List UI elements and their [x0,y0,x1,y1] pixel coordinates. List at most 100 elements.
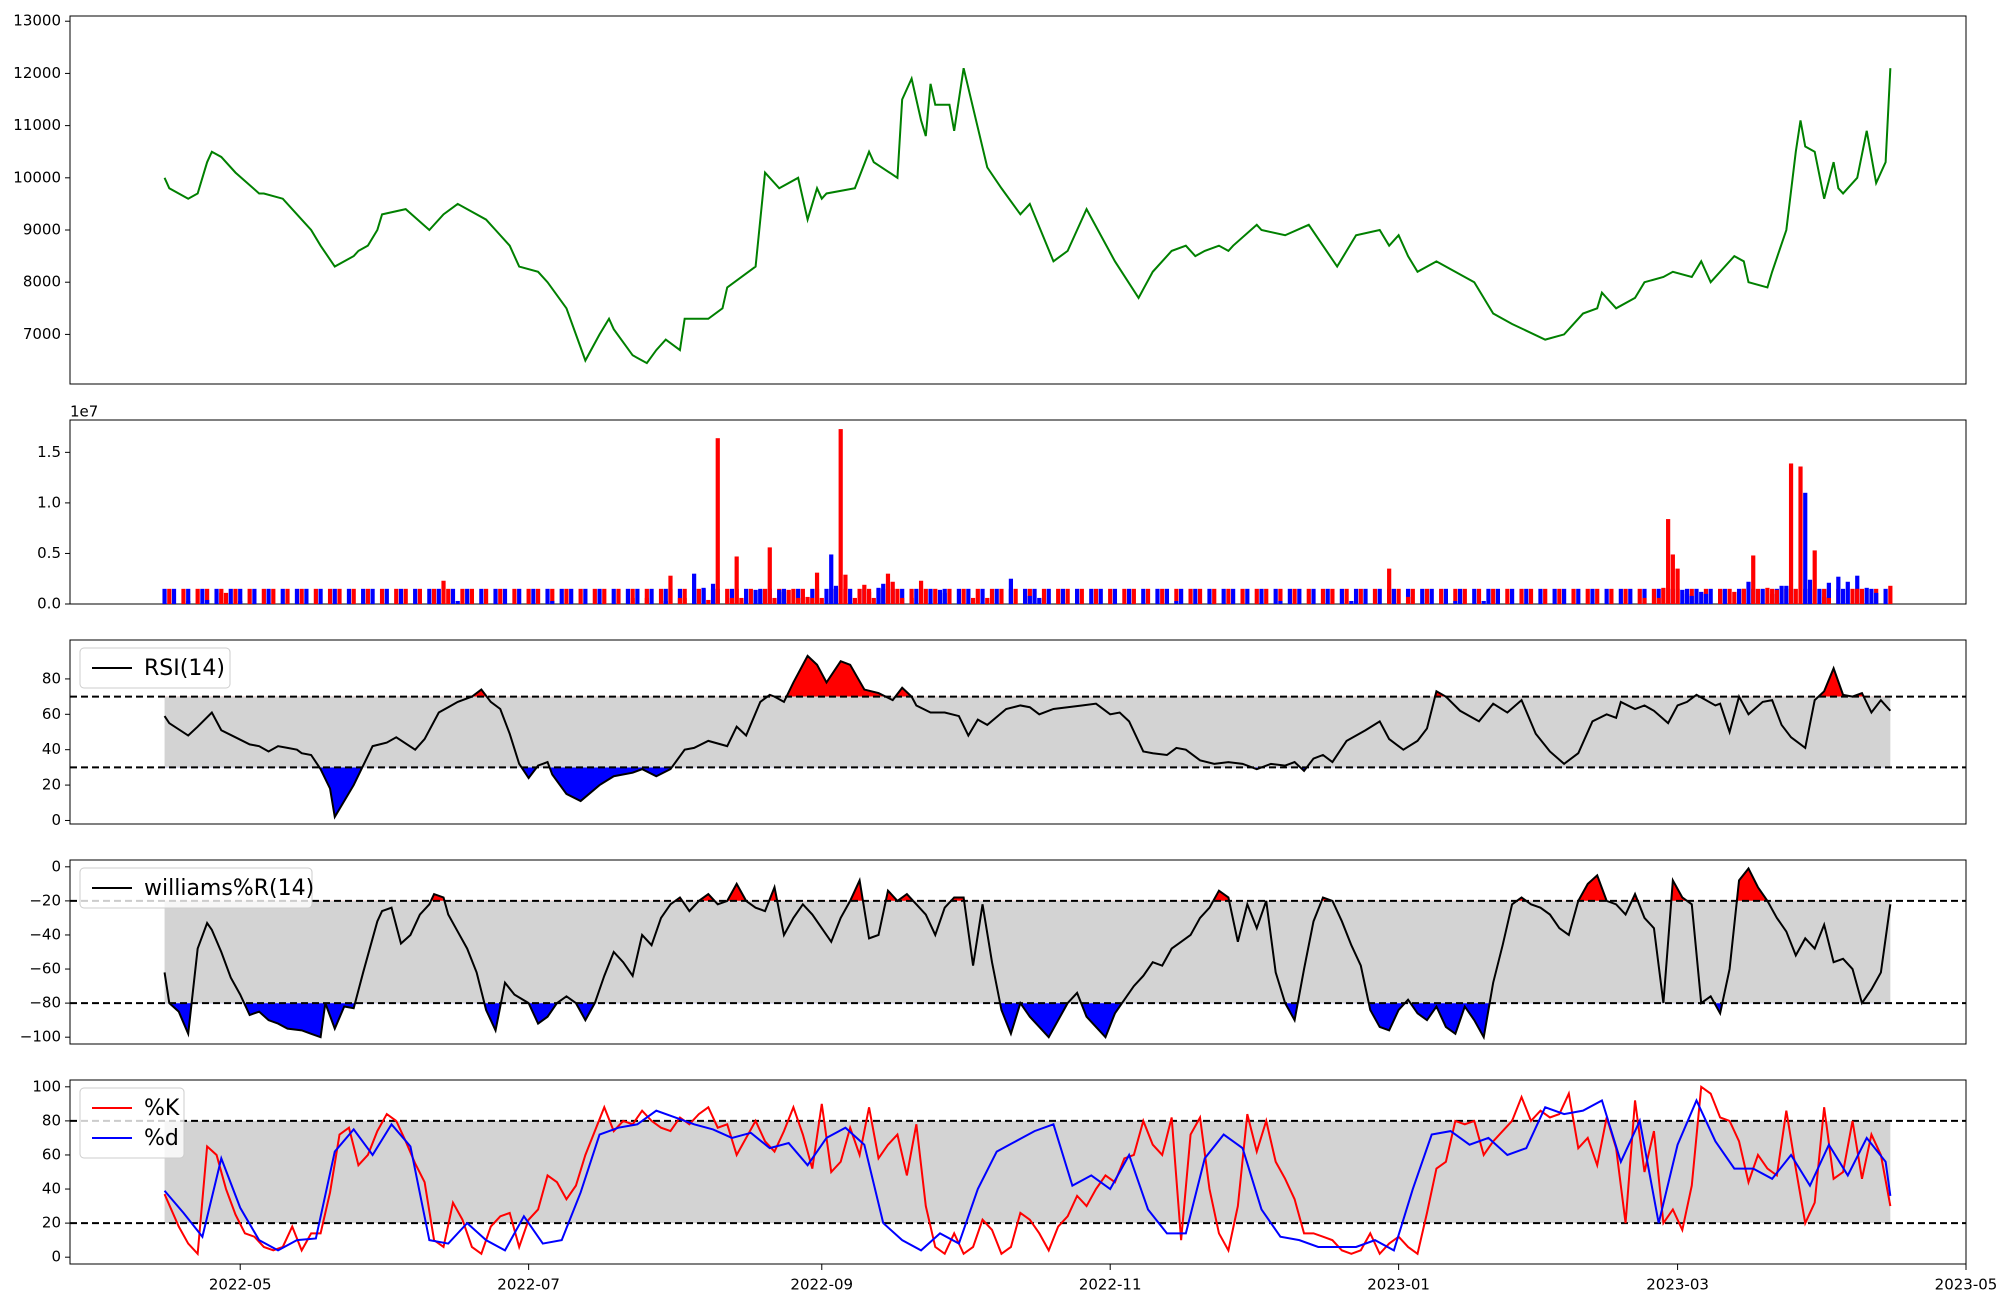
volume-bar-small [479,588,484,604]
volume-bar-up [1670,554,1675,604]
volume-bar-small [928,588,933,604]
volume-bar-up [1387,568,1392,604]
panel-4-ytick-label: 0 [51,1248,61,1266]
legend-box [79,1087,185,1159]
volume-bar-down [1453,600,1458,604]
volume-bar-small [261,588,266,604]
volume-bar-small [469,588,474,604]
volume-bar-small [1259,588,1264,604]
volume-bar-small [1179,588,1184,604]
volume-bar-small [1694,588,1699,604]
volume-bar-small [431,588,437,604]
volume-bar-small [895,588,900,604]
volume-bar-small [1505,588,1510,604]
volume-bar-small [1141,588,1146,604]
volume-bar-up [1855,588,1860,604]
panel-0-ytick-label: 9000 [23,221,61,239]
volume-bar-down [1680,589,1685,604]
volume-bar-small [384,588,389,604]
stoch-k-line [163,1084,1892,1257]
volume-bar-small [446,588,451,604]
volume-bar-down [692,573,697,604]
volume-bar-small [1377,588,1382,604]
volume-bar-small [1656,588,1661,604]
volume-bar-small [1651,588,1657,604]
volume-bar-small [644,588,649,604]
panel-3-ytick-label: −60 [29,960,61,978]
volume-bar-small [1226,588,1231,604]
volume-bar-down [876,587,881,604]
volume-bar-small [1240,588,1245,604]
volume-bar-small [1396,588,1401,604]
volume-bar-down [753,589,758,604]
volume-bar-down [1481,600,1486,604]
volume-bar-small [1197,588,1203,604]
volume-bar-down [881,583,886,604]
volume-bar-up [1718,589,1723,604]
volume-bar-up [885,573,891,604]
volume-bar-small [1065,588,1070,604]
volume-bar-up [871,597,876,604]
volume-bar-up [1666,519,1671,604]
volume-bar-small [956,588,961,604]
volume-bar-small [800,588,805,604]
volume-bar-small [1193,588,1198,604]
volume-bar-small [271,588,276,604]
volume-bar-small [725,588,730,604]
volume-bar-up [909,597,914,604]
volume-bar-small [1353,588,1359,604]
panel-2-ytick-label: 20 [42,776,61,794]
x-tick-label: 2023-03 [1646,1276,1709,1294]
volume-bar-small [748,588,753,604]
volume-bar-small [502,588,508,604]
panel-1-ytick-label: 0.5 [37,544,61,562]
volume-bar-up [219,592,224,604]
volume-bar-small [1339,588,1344,604]
volume-bar-small [824,588,829,604]
panel-2-legend: RSI(14) [79,647,231,689]
volume-bar-small [413,588,418,604]
volume-bar-small [294,588,300,604]
volume-bar-small [616,588,621,604]
volume-bar-small [1552,588,1557,604]
volume-bar-small [1046,588,1051,604]
volume-bar-small [493,588,498,604]
volume-bar-small [1145,588,1151,604]
volume-bar-small [682,588,687,604]
volume-bar-small [1472,588,1477,604]
x-tick-label: 2023-05 [1935,1276,1998,1294]
volume-bar-small [1736,588,1742,604]
legend-label: %d [144,1126,179,1151]
stoch-d-line [163,1097,1892,1252]
panel-4-ytick-label: 60 [42,1145,61,1163]
volume-bar-up [786,589,791,604]
volume-bar-small [1618,588,1623,604]
volume-bar-small [559,588,564,604]
volume-bar-small [1576,588,1581,604]
volume-bar-small [370,588,375,604]
volume-bar-small [966,588,971,604]
volume-bar-small [578,588,583,604]
panel-0-ytick-label: 8000 [23,273,61,291]
volume-bar-small [1595,588,1600,604]
volume-bar-down [758,589,763,604]
volume-bar-up [866,591,872,604]
volume-bar-down [1803,492,1808,604]
volume-bar-small [460,588,465,604]
volume-bar-small [569,588,574,604]
volume-bar-small [247,588,252,604]
volume-bar-small [512,588,517,604]
volume-bar-small [214,588,219,604]
volume-bar-up [1656,597,1661,604]
panel-0-ytick-label: 7000 [23,325,61,343]
panel-2-ytick-label: 80 [42,669,61,687]
panel-2-oversold-fill [319,767,1307,817]
panel-0-frame [69,15,1967,385]
panel-1-ytick-label: 1.0 [37,493,61,511]
volume-bar-small [1850,588,1855,604]
panel-2-ytick-label: 0 [51,811,61,829]
volume-bar-small [417,588,422,604]
volume-bar-up [441,580,446,604]
volume-bar-small [1439,588,1444,604]
volume-bar-down [663,600,668,604]
